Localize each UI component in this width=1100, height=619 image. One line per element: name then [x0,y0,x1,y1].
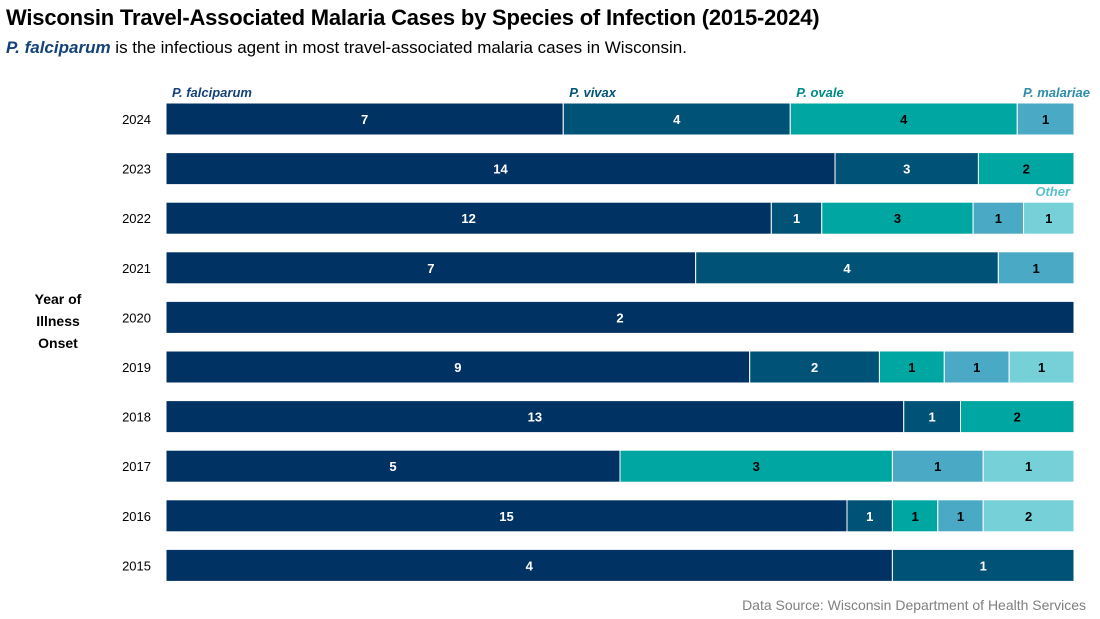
bar-segment-p-vivax-2021 [695,251,999,285]
data-label-p-falciparum-2023: 14 [493,162,508,177]
data-label-p-vivax-2019: 2 [811,360,818,375]
year-label-2016: 2016 [122,509,151,524]
year-label-2015: 2015 [122,558,151,573]
bar-segment-p-falciparum-2024 [165,102,564,136]
data-label-p-falciparum-2015: 4 [526,558,534,573]
year-label-2021: 2021 [122,261,151,276]
data-label-p-vivax-2015: 1 [980,558,987,573]
chart-subtitle: P. falciparum is the infectious agent in… [6,38,687,58]
data-label-p-ovale-2018: 2 [1014,410,1021,425]
data-label-p-falciparum-2017: 5 [389,459,396,474]
bar-segment-p-malariae-2016 [937,499,984,533]
data-label-other-2022: 1 [1045,211,1052,226]
bar-segment-p-falciparum-2021 [165,251,697,285]
bar-segment-p-vivax-2024 [562,102,791,136]
data-label-p-falciparum-2019: 9 [454,360,461,375]
data-label-p-falciparum-2021: 7 [427,261,434,276]
series-label-p-ovale: P. ovale [796,85,843,100]
data-label-p-malariae-2019: 1 [973,360,980,375]
bar-segment-p-ovale-2016 [891,499,939,533]
data-label-p-malariae-2016: 1 [957,509,964,524]
series-label-p-malariae: P. malariae [1023,85,1090,100]
data-label-p-falciparum-2022: 12 [461,211,475,226]
year-label-2017: 2017 [122,459,151,474]
series-label-p-vivax: P. vivax [569,85,617,100]
subtitle-emphasis: P. falciparum [6,38,111,57]
series-label-p-falciparum: P. falciparum [172,85,252,100]
data-label-p-malariae-2017: 1 [934,459,941,474]
year-label-2019: 2019 [122,360,151,375]
bars-group: 7 4 4 114 3 212 1 3 1 17 4 129 2 1 1 113 1 25 3 1 115 1 1 1 24 1 [165,102,1075,582]
bar-segment-p-vivax-2019 [749,350,880,384]
bar-segment-p-falciparum-2023 [165,152,836,186]
series-label-other: Other [1035,184,1071,199]
bar-segment-p-falciparum-2017 [165,449,621,483]
bar-segment-p-ovale-2024 [789,102,1018,136]
data-label-p-vivax-2016: 1 [866,509,873,524]
bar-segment-p-ovale-2019 [878,350,945,384]
bar-segment-p-malariae-2024 [1016,102,1075,136]
data-label-p-ovale-2022: 3 [894,211,901,226]
bar-segment-p-malariae-2017 [891,449,984,483]
subtitle-text: is the infectious agent in most travel-a… [110,38,687,57]
data-label-p-vivax-2023: 3 [903,162,910,177]
year-label-2023: 2023 [122,162,151,177]
data-label-p-malariae-2024: 1 [1042,112,1049,127]
data-label-p-vivax-2022: 1 [793,211,800,226]
bar-segment-other-2022 [1023,201,1075,235]
data-label-p-ovale-2019: 1 [908,360,915,375]
data-label-p-malariae-2021: 1 [1033,261,1040,276]
data-label-p-falciparum-2018: 13 [528,410,542,425]
bar-segment-p-falciparum-2018 [165,400,905,434]
year-label-2024: 2024 [122,112,151,127]
bar-segment-p-ovale-2022 [821,201,974,235]
data-label-p-falciparum-2024: 7 [361,112,368,127]
data-label-p-ovale-2024: 4 [900,112,908,127]
bar-segment-p-vivax-2018 [903,400,961,434]
series-labels-group: P. falciparum P. vivax P. ovale P. malariae… [172,85,1090,199]
y-axis-title: Year of Illness Onset [34,291,82,351]
data-label-p-vivax-2024: 4 [673,112,681,127]
data-label-p-vivax-2018: 1 [929,410,936,425]
chart-title: Wisconsin Travel-Associated Malaria Case… [6,5,820,30]
data-label-p-falciparum-2016: 15 [499,509,513,524]
year-labels-group: 2024 2023 2022 2021 2020 2019 2018 2017 2016 2015 [122,112,151,573]
data-label-other-2019: 1 [1038,360,1045,375]
bar-segment-other-2019 [1008,350,1075,384]
bar-segment-p-malariae-2019 [943,350,1010,384]
year-label-2020: 2020 [122,310,151,325]
data-source: Data Source: Wisconsin Department of Hea… [742,597,1086,613]
bar-segment-p-falciparum-2022 [165,201,772,235]
data-label-p-ovale-2016: 1 [911,509,918,524]
bar-segment-other-2017 [982,449,1075,483]
data-label-p-ovale-2023: 2 [1023,162,1030,177]
data-label-p-ovale-2017: 3 [753,459,760,474]
bar-segment-p-malariae-2021 [997,251,1075,285]
data-label-p-falciparum-2020: 2 [616,310,623,325]
data-label-p-vivax-2021: 4 [843,261,851,276]
bar-segment-p-vivax-2015 [891,548,1075,582]
bar-segment-p-falciparum-2020 [165,300,1075,334]
bar-segment-p-ovale-2023 [977,152,1075,186]
data-label-other-2016: 2 [1025,509,1032,524]
year-label-2018: 2018 [122,410,151,425]
data-label-p-malariae-2022: 1 [995,211,1002,226]
year-label-2022: 2022 [122,211,151,226]
bar-segment-p-ovale-2018 [960,400,1075,434]
bar-segment-p-falciparum-2016 [165,499,848,533]
data-label-other-2017: 1 [1025,459,1032,474]
bar-segment-p-falciparum-2015 [165,548,893,582]
bar-segment-other-2016 [982,499,1075,533]
